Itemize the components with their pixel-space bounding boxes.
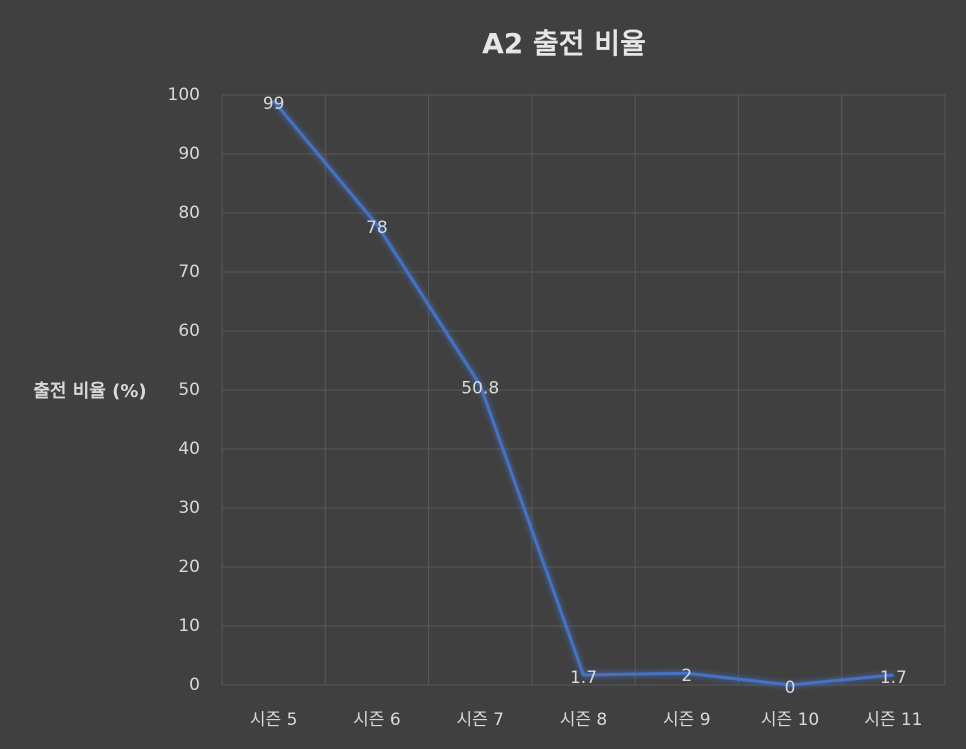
- y-tick-label: 70: [178, 262, 200, 282]
- data-label: 99: [263, 94, 285, 114]
- x-tick-label: 시즌 5: [250, 710, 298, 730]
- x-tick-label: 시즌 8: [560, 710, 608, 730]
- chart-title: A2 출전 비율: [482, 27, 646, 60]
- x-tick-label: 시즌 11: [864, 710, 922, 730]
- y-tick-label: 0: [189, 675, 200, 695]
- data-label: 0: [785, 678, 796, 698]
- data-label: 50.8: [461, 378, 499, 398]
- y-tick-label: 30: [178, 498, 200, 518]
- data-label: 2: [681, 666, 692, 686]
- y-tick-label: 60: [178, 321, 200, 341]
- x-tick-label: 시즌 6: [353, 710, 401, 730]
- y-axis-label: 출전 비율 (%): [33, 381, 146, 402]
- x-tick-label: 시즌 9: [663, 710, 711, 730]
- y-tick-label: 40: [178, 439, 200, 459]
- data-label: 1.7: [570, 668, 597, 688]
- y-tick-label: 100: [168, 85, 200, 105]
- data-line: [272, 99, 894, 687]
- y-tick-label: 50: [178, 380, 200, 400]
- y-tick-label: 20: [178, 557, 200, 577]
- y-tick-label: 10: [178, 616, 200, 636]
- x-tick-label: 시즌 7: [456, 710, 504, 730]
- y-tick-label: 80: [178, 203, 200, 223]
- y-tick-label: 90: [178, 144, 200, 164]
- data-label: 1.7: [880, 668, 907, 688]
- x-tick-label: 시즌 10: [761, 710, 819, 730]
- data-label: 78: [366, 218, 388, 238]
